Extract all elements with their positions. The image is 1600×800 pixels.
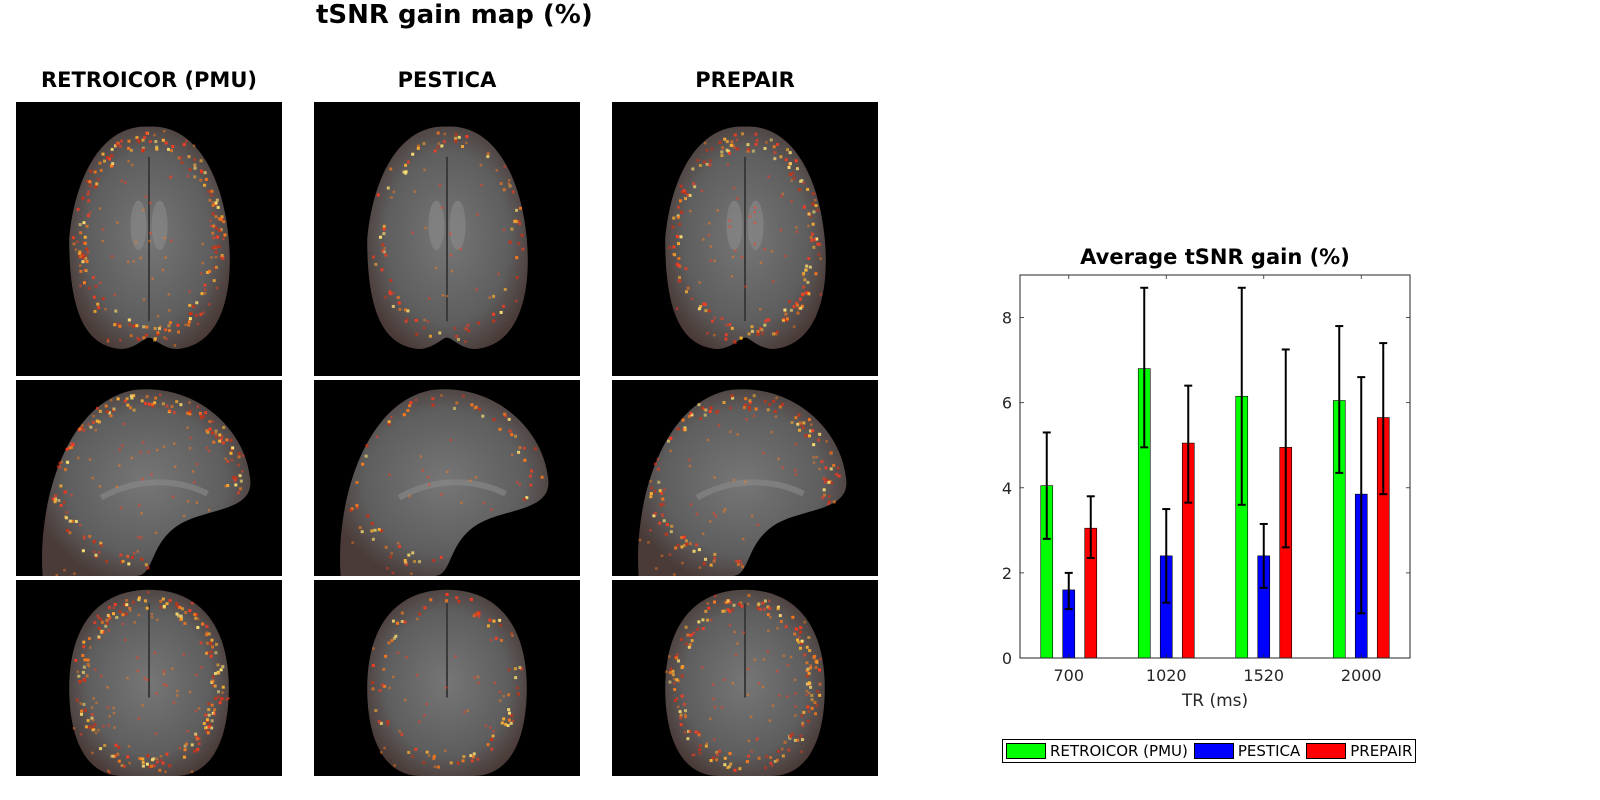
legend-label-pestica: PESTICA bbox=[1237, 742, 1301, 760]
y-tick-label: 4 bbox=[1002, 479, 1012, 498]
legend-label-prepair: PREPAIR bbox=[1350, 742, 1413, 760]
y-tick-label: 2 bbox=[1002, 564, 1012, 583]
pestica-axial-map bbox=[314, 102, 580, 376]
legend-swatch-prepair bbox=[1306, 743, 1347, 759]
legend-item-retroicor: RETROICOR (PMU) bbox=[1006, 742, 1188, 760]
retroicor-coronal-map bbox=[16, 580, 282, 776]
y-tick-label: 6 bbox=[1002, 394, 1012, 413]
pestica-coronal-map bbox=[314, 580, 580, 776]
figure-title: tSNR gain map (%) bbox=[316, 0, 593, 30]
chart-legend: RETROICOR (PMU) PESTICA PREPAIR bbox=[1002, 739, 1417, 763]
prepair-sagittal-map bbox=[612, 380, 878, 576]
legend-label-retroicor: RETROICOR (PMU) bbox=[1050, 742, 1188, 760]
x-tick-label: 1020 bbox=[1146, 666, 1187, 685]
retroicor-sagittal-map bbox=[16, 380, 282, 576]
y-tick-label: 0 bbox=[1002, 649, 1012, 668]
column-title-prepair: PREPAIR bbox=[695, 68, 795, 92]
average-tsnr-bar-chart: Average tSNR gain (%) 700 1020 1520 2000 0 2 4… bbox=[1002, 245, 1411, 711]
legend-item-prepair: PREPAIR bbox=[1306, 742, 1412, 760]
legend-item-pestica: PESTICA bbox=[1193, 742, 1301, 760]
plot-frame bbox=[1019, 274, 1411, 659]
x-axis-label: TR (ms) bbox=[1181, 691, 1248, 711]
chart-title: Average tSNR gain (%) bbox=[1080, 245, 1350, 269]
prepair-axial-map bbox=[612, 102, 878, 376]
pestica-sagittal-map bbox=[314, 380, 580, 576]
x-tick-label: 700 bbox=[1053, 666, 1084, 685]
legend-swatch-pestica bbox=[1193, 743, 1234, 759]
legend-swatch-retroicor bbox=[1006, 743, 1046, 759]
column-title-retroicor: RETROICOR (PMU) bbox=[41, 68, 257, 92]
prepair-coronal-map bbox=[612, 580, 878, 776]
column-title-pestica: PESTICA bbox=[397, 68, 497, 92]
x-tick-label: 1520 bbox=[1243, 666, 1284, 685]
y-tick-label: 8 bbox=[1002, 309, 1012, 328]
x-tick-label: 2000 bbox=[1341, 666, 1382, 685]
retroicor-axial-map bbox=[16, 102, 282, 376]
